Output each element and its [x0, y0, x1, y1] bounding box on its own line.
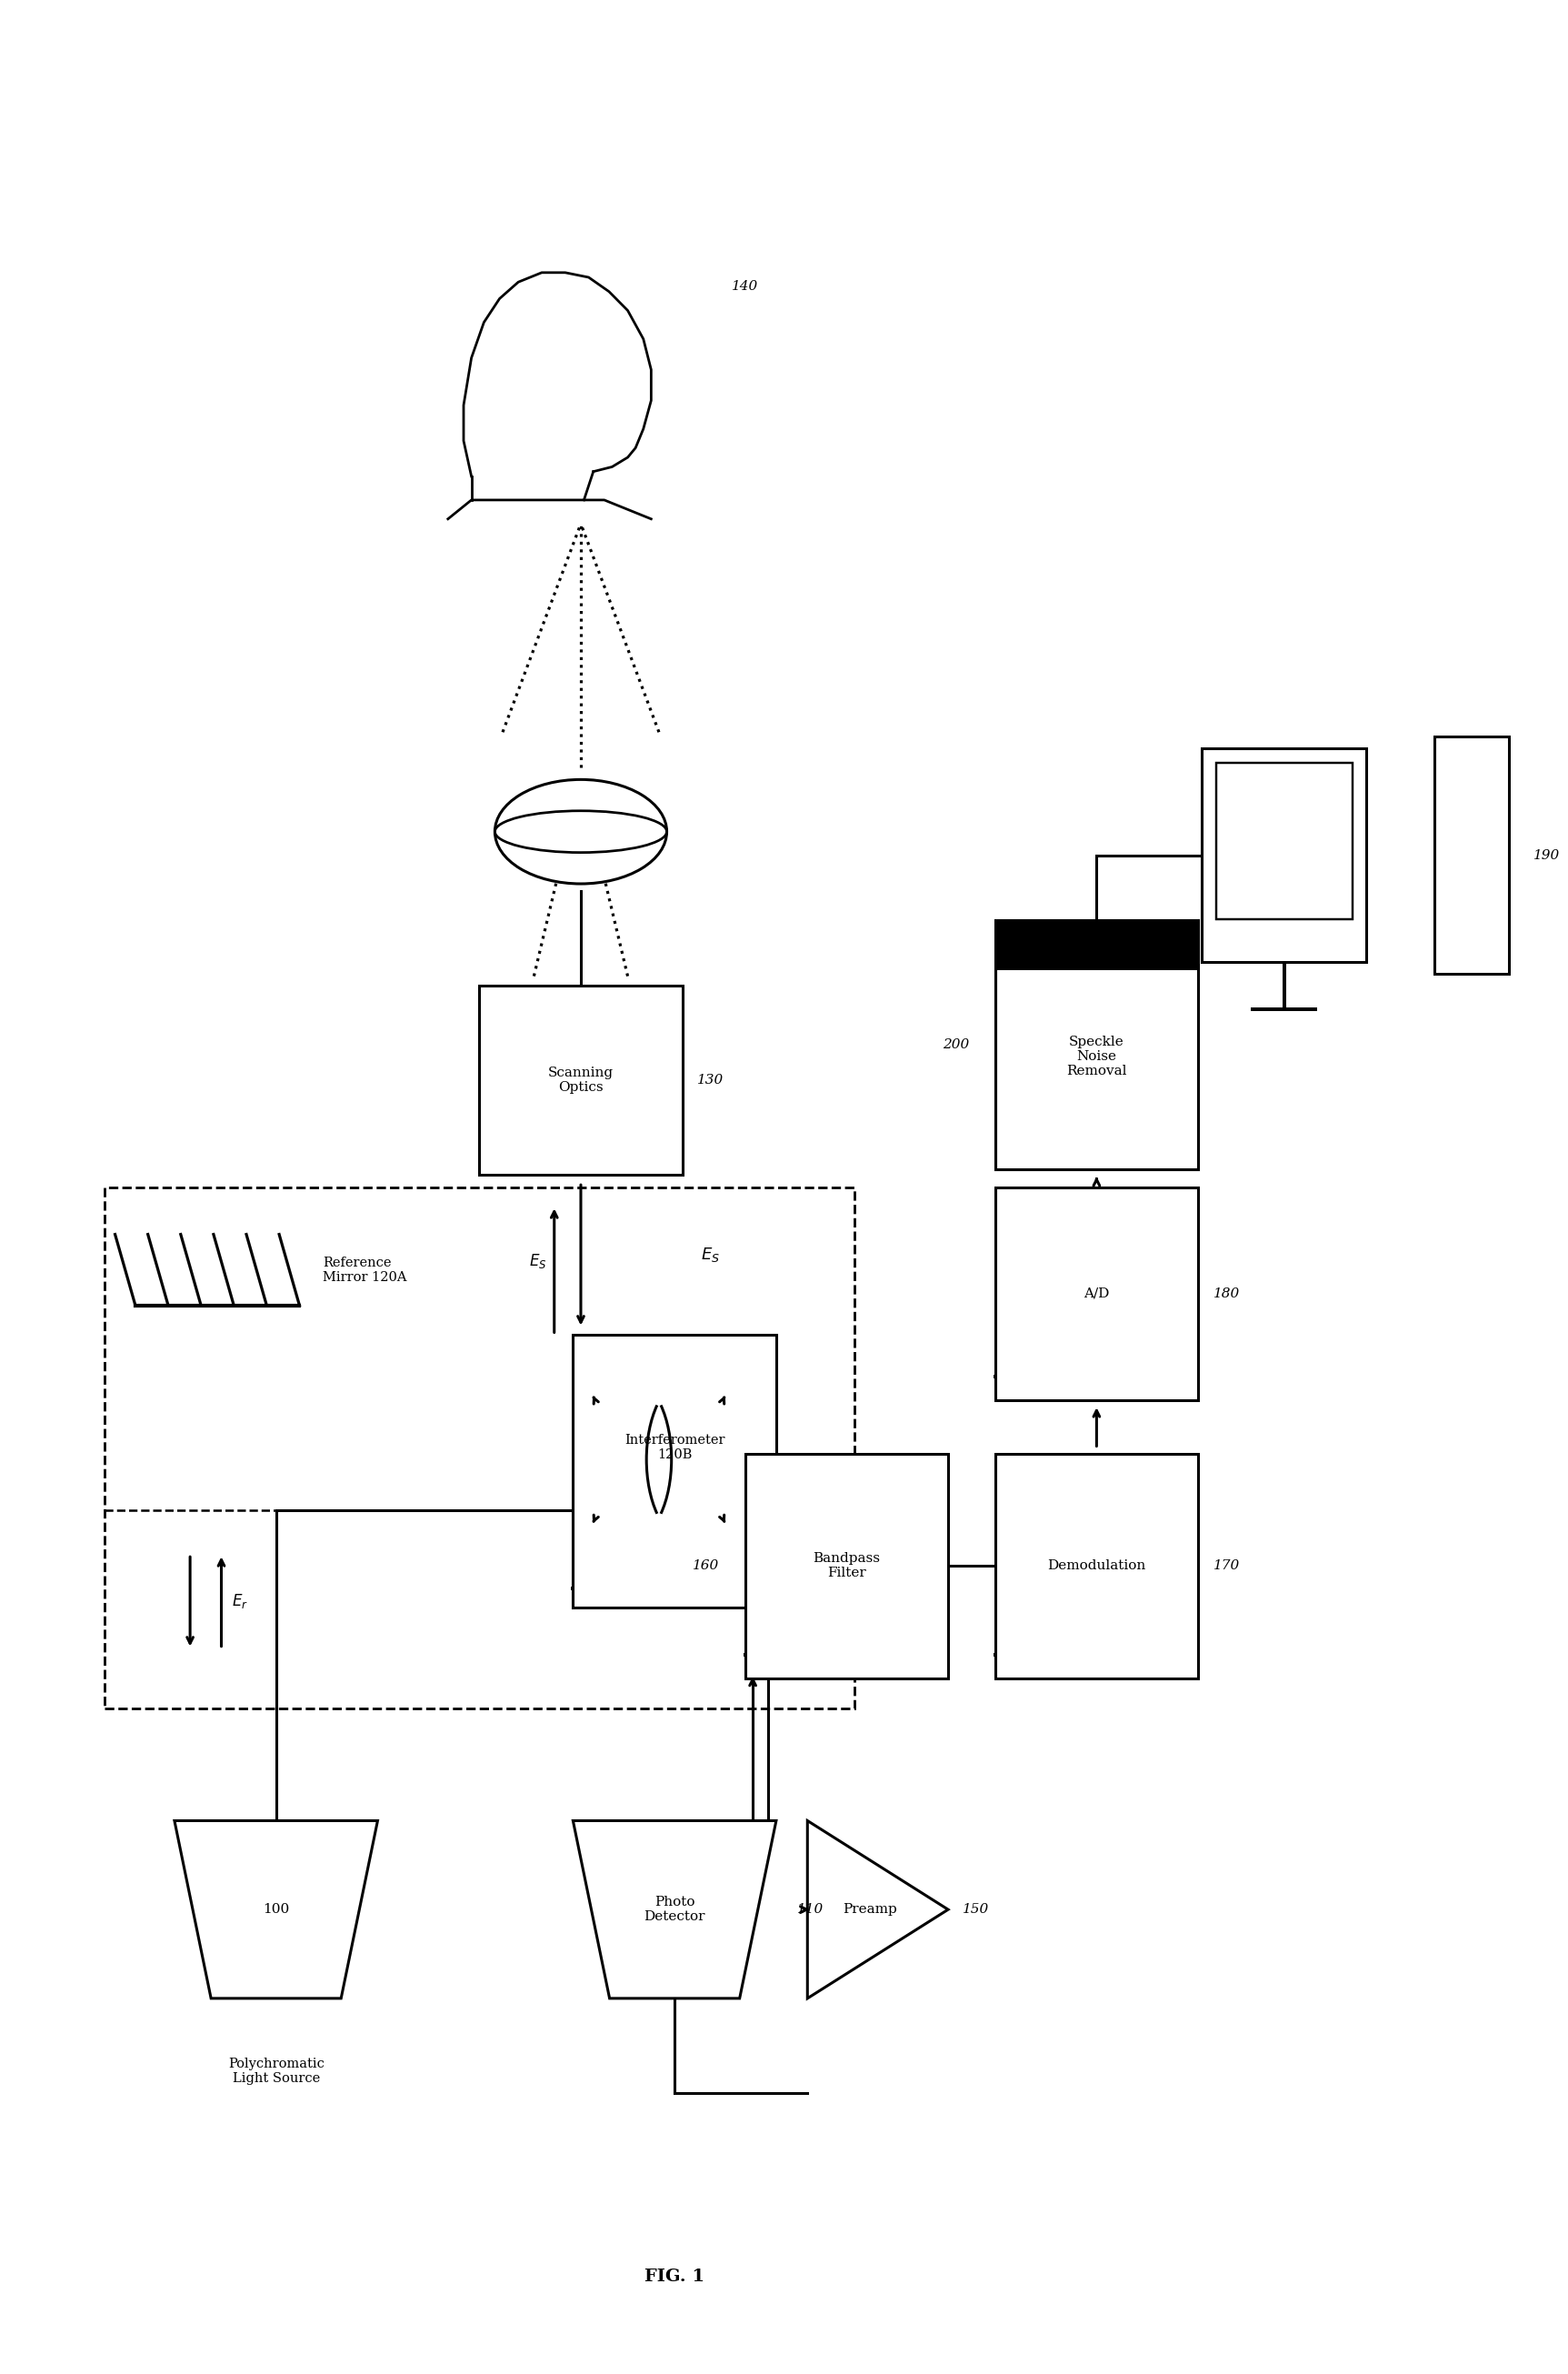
Bar [1217, 762, 1352, 919]
Text: 160: 160 [693, 1560, 720, 1572]
Bar [996, 921, 1198, 971]
Bar [996, 921, 1198, 1170]
Polygon shape [808, 1821, 949, 1999]
Text: 100: 100 [263, 1904, 290, 1916]
Bar [103, 1187, 855, 1709]
Text: 180: 180 [1214, 1287, 1240, 1301]
Text: 150: 150 [963, 1904, 989, 1916]
Bar [996, 921, 1198, 1170]
Text: 110: 110 [797, 1904, 823, 1916]
Text: Photo
Detector: Photo Detector [644, 1897, 706, 1923]
Text: Reference
Mirror 120A: Reference Mirror 120A [323, 1256, 408, 1284]
Bar [745, 1453, 949, 1678]
Bar [480, 985, 682, 1175]
Bar [572, 1334, 776, 1607]
Text: Interferometer
120B: Interferometer 120B [624, 1434, 724, 1462]
Text: Preamp: Preamp [844, 1904, 897, 1916]
Text: 200: 200 [942, 1037, 969, 1052]
Ellipse shape [495, 779, 666, 883]
Text: 170: 170 [1214, 1560, 1240, 1572]
Text: $E_S$: $E_S$ [701, 1246, 720, 1265]
Bar [996, 1187, 1198, 1401]
Text: Speckle
Noise
Removal: Speckle Noise Removal [1066, 1035, 1127, 1078]
Text: 130: 130 [698, 1073, 724, 1087]
Text: Demodulation: Demodulation [1047, 1560, 1146, 1572]
Text: 140: 140 [732, 280, 759, 292]
Polygon shape [572, 1821, 776, 1999]
Text: FIG. 1: FIG. 1 [644, 2270, 704, 2284]
Text: Polychromatic
Light Source: Polychromatic Light Source [227, 2058, 325, 2084]
Text: $E_S$: $E_S$ [528, 1251, 546, 1270]
Text: Bandpass
Filter: Bandpass Filter [812, 1553, 880, 1579]
Text: A/D: A/D [1083, 1287, 1110, 1301]
Polygon shape [174, 1821, 378, 1999]
Text: 190: 190 [1534, 850, 1560, 862]
Bar [1435, 736, 1510, 973]
Bar [996, 1453, 1198, 1678]
Text: Scanning
Optics: Scanning Optics [549, 1066, 613, 1094]
Bar [1203, 748, 1366, 961]
Text: $E_r$: $E_r$ [232, 1593, 248, 1610]
